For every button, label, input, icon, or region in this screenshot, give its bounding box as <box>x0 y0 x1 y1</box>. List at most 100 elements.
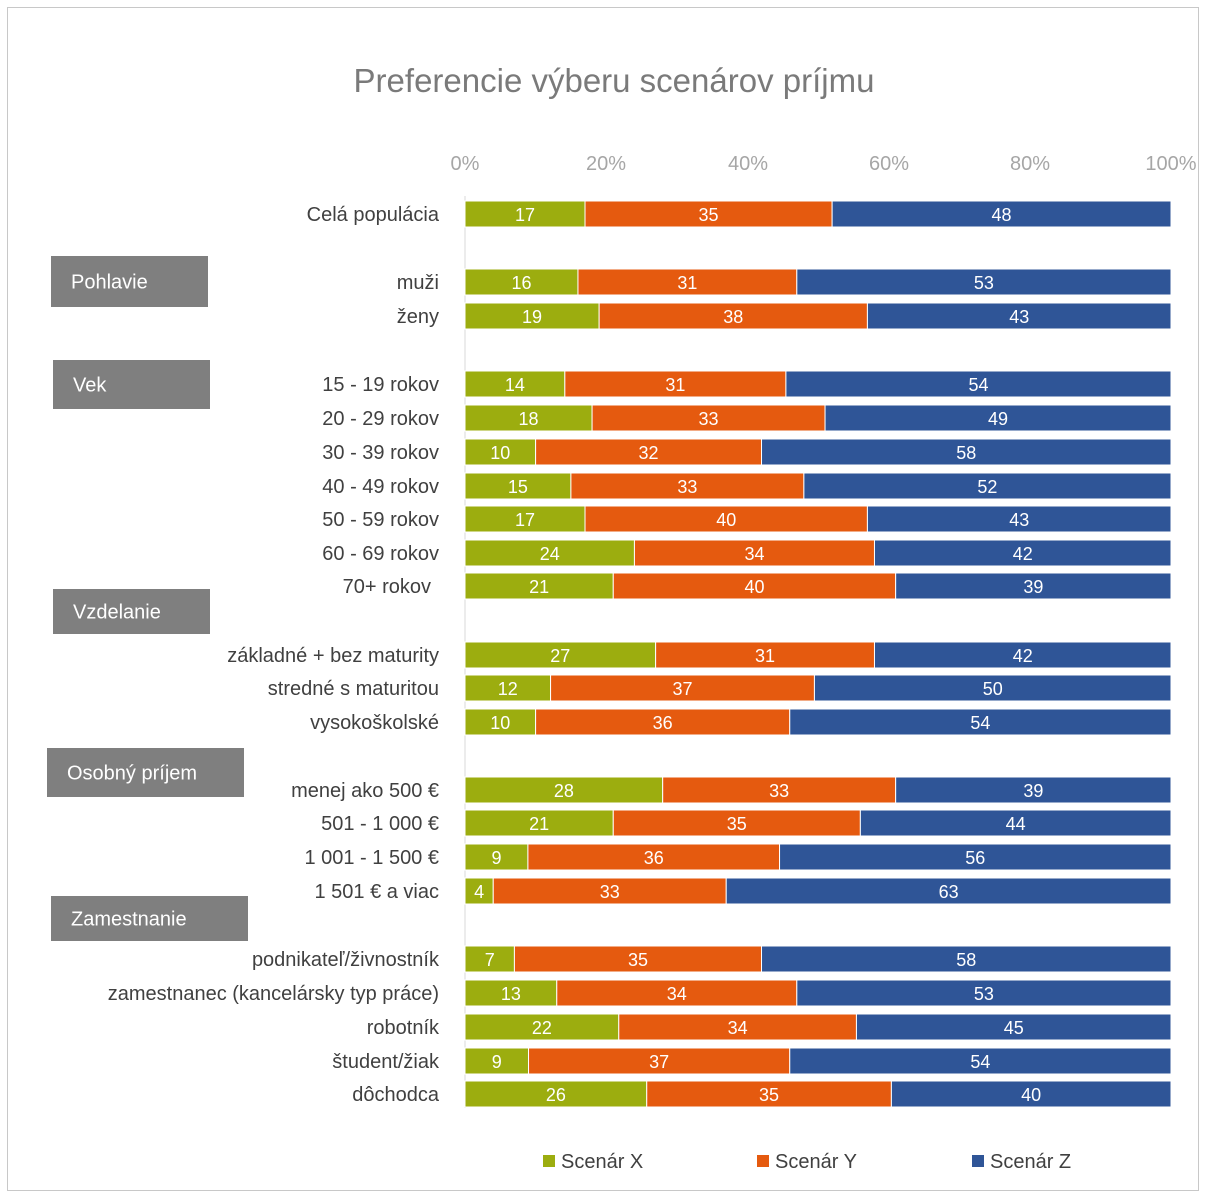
data-label: 31 <box>755 646 775 666</box>
bar-segment <box>789 708 1172 736</box>
category-label: podnikateľ/živnostník <box>252 949 440 971</box>
category-label: 30 - 39 rokov <box>322 442 439 464</box>
bar-segment <box>895 572 1172 600</box>
bar-segment <box>464 370 566 398</box>
bar-segment <box>464 1080 648 1108</box>
data-label: 16 <box>511 273 531 293</box>
bar-segment <box>527 843 781 871</box>
data-label: 37 <box>672 679 692 699</box>
group-label-box <box>51 256 208 307</box>
data-label: 21 <box>529 577 549 597</box>
bar-segment <box>831 200 1172 228</box>
bar-segment <box>725 877 1172 905</box>
data-label: 40 <box>716 510 736 530</box>
bar-segment <box>464 674 552 702</box>
bar-segment <box>464 505 586 533</box>
bar-segment <box>785 370 1172 398</box>
category-label: 15 - 19 rokov <box>322 374 439 396</box>
x-tick-label: 60% <box>869 153 909 175</box>
data-label: 10 <box>490 713 510 733</box>
data-label: 28 <box>554 781 574 801</box>
group-label: Zamestnanie <box>71 909 187 931</box>
data-label: 42 <box>1013 646 1033 666</box>
x-tick-label: 0% <box>451 153 480 175</box>
group-label: Osobný príjem <box>67 763 197 785</box>
data-label: 35 <box>759 1085 779 1105</box>
bar-segment <box>584 505 868 533</box>
bar-segment <box>813 674 1172 702</box>
bar-segment <box>570 472 805 500</box>
data-label: 33 <box>677 477 697 497</box>
data-label: 7 <box>485 950 495 970</box>
category-label: vysokoškolské <box>310 712 439 734</box>
data-label: 18 <box>519 409 539 429</box>
bar-segment <box>866 302 1172 330</box>
category-label: ženy <box>397 306 439 328</box>
bar-segment <box>598 302 868 330</box>
data-label: 40 <box>1021 1085 1041 1105</box>
legend-label: Scenár X <box>561 1151 643 1173</box>
data-label: 43 <box>1009 307 1029 327</box>
category-label: 20 - 29 rokov <box>322 408 439 430</box>
data-label: 37 <box>649 1052 669 1072</box>
data-label: 35 <box>628 950 648 970</box>
bar-segment <box>618 1013 857 1041</box>
bar-segment <box>859 809 1172 837</box>
x-tick-label: 80% <box>1010 153 1050 175</box>
category-label: 50 - 59 rokov <box>322 509 439 531</box>
data-label: 54 <box>970 1052 990 1072</box>
bar-segment <box>464 979 558 1007</box>
category-label: 1 501 € a viac <box>314 881 439 903</box>
category-label: stredné s maturitou <box>268 678 439 700</box>
category-label: študent/žiak <box>332 1051 440 1073</box>
group-label: Vzdelanie <box>73 602 161 624</box>
bar-segment <box>464 200 586 228</box>
bar-segment <box>464 1047 530 1075</box>
bar-segment <box>796 979 1172 1007</box>
bar-segment <box>873 641 1172 669</box>
data-label: 17 <box>515 205 535 225</box>
data-label: 31 <box>665 375 685 395</box>
bar-segment <box>492 877 727 905</box>
bar-segment <box>612 572 897 600</box>
legend-label: Scenár Z <box>990 1151 1071 1173</box>
bar-segment <box>591 404 826 432</box>
bar-segment <box>895 776 1172 804</box>
data-label: 49 <box>988 409 1008 429</box>
group-label-box <box>53 360 210 409</box>
data-label: 40 <box>744 577 764 597</box>
data-label: 53 <box>974 273 994 293</box>
bar-segment <box>646 1080 892 1108</box>
legend-swatch <box>757 1155 769 1167</box>
category-label: 40 - 49 rokov <box>322 476 439 498</box>
data-label: 17 <box>515 510 535 530</box>
data-label: 35 <box>699 205 719 225</box>
bar-segment <box>866 505 1172 533</box>
data-label: 45 <box>1004 1018 1024 1038</box>
x-tick-label: 40% <box>728 153 768 175</box>
data-label: 42 <box>1013 544 1033 564</box>
data-label: 35 <box>727 814 747 834</box>
data-label: 38 <box>723 307 743 327</box>
chart-title: Preferencie výberu scenárov príjmu <box>354 62 875 99</box>
bar-segment <box>550 674 815 702</box>
bar-segment <box>855 1013 1172 1041</box>
bar-segment <box>528 1047 791 1075</box>
data-label: 36 <box>653 713 673 733</box>
data-label: 43 <box>1009 510 1029 530</box>
group-label: Vek <box>73 375 107 397</box>
data-label: 26 <box>546 1085 566 1105</box>
bar-segment <box>761 945 1172 973</box>
bar-segment <box>873 539 1172 567</box>
group-label-box <box>53 589 210 634</box>
data-label: 50 <box>983 679 1003 699</box>
data-label: 31 <box>677 273 697 293</box>
data-label: 34 <box>728 1018 748 1038</box>
bar-segment <box>803 472 1172 500</box>
data-label: 63 <box>939 882 959 902</box>
category-label: základné + bez maturity <box>227 645 439 667</box>
data-label: 13 <box>501 984 521 1004</box>
data-label: 15 <box>508 477 528 497</box>
data-label: 53 <box>974 984 994 1004</box>
